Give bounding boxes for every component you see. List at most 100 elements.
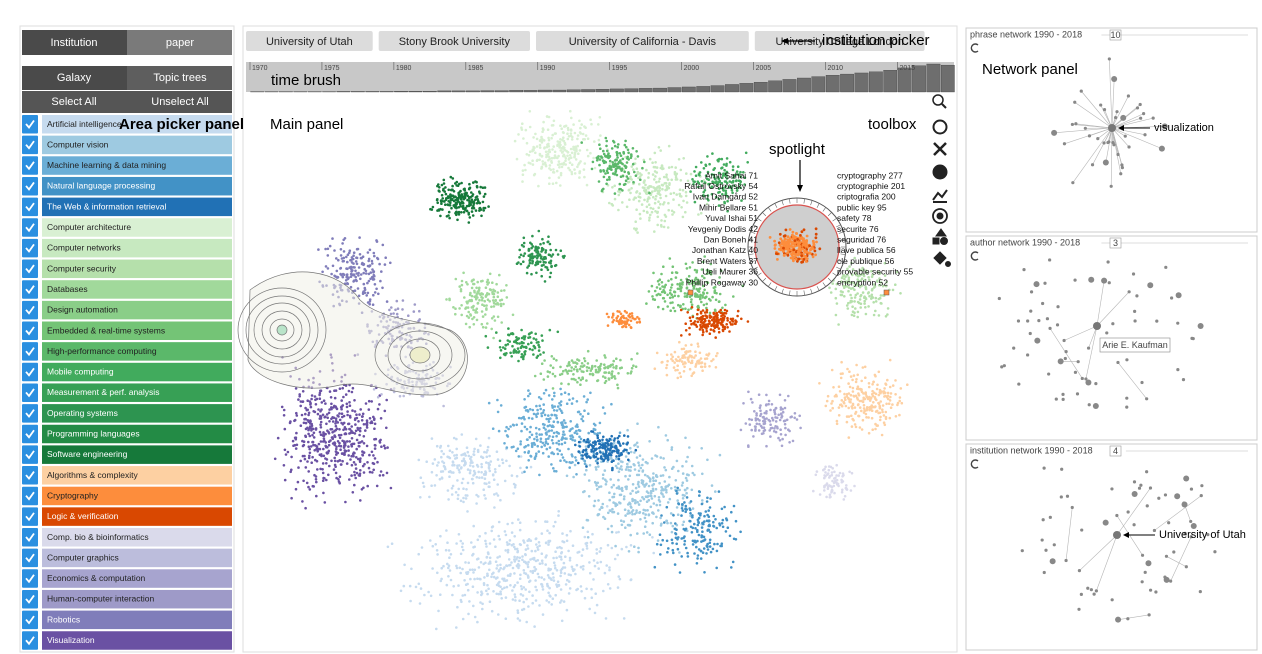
paper-dot xyxy=(697,306,700,309)
paper-dot xyxy=(556,420,560,424)
checkbox[interactable] xyxy=(22,218,38,237)
paper-dot xyxy=(438,186,441,189)
institution-button[interactable] xyxy=(246,31,373,51)
area-swatch[interactable] xyxy=(42,466,232,485)
paper-dot xyxy=(295,414,299,417)
paper-dot xyxy=(642,158,646,162)
paper-dot xyxy=(514,547,517,551)
institution-button[interactable] xyxy=(754,31,925,51)
area-swatch[interactable] xyxy=(42,176,232,196)
area-swatch[interactable] xyxy=(42,548,232,568)
checkbox[interactable] xyxy=(22,569,38,588)
paper-dot xyxy=(870,269,873,273)
area-swatch[interactable] xyxy=(42,528,232,547)
paper-dot xyxy=(850,425,854,428)
institution-button[interactable] xyxy=(378,31,530,51)
checkbox[interactable] xyxy=(22,156,38,175)
paper-dot xyxy=(636,170,640,174)
paper-dot xyxy=(425,460,429,464)
checkbox[interactable] xyxy=(22,197,38,217)
area-swatch[interactable] xyxy=(42,135,232,155)
toggle-button[interactable] xyxy=(127,66,232,90)
area-swatch[interactable] xyxy=(42,238,232,258)
checkbox[interactable] xyxy=(22,589,38,609)
area-swatch[interactable] xyxy=(42,156,232,175)
checkbox[interactable] xyxy=(22,610,38,630)
paper-dot xyxy=(606,583,610,586)
paper-dot xyxy=(552,467,555,470)
checkbox[interactable] xyxy=(22,466,38,485)
checkbox[interactable] xyxy=(22,300,38,320)
area-swatch[interactable] xyxy=(42,342,232,361)
checkbox[interactable] xyxy=(22,259,38,279)
paper-dot xyxy=(537,575,541,579)
checkbox[interactable] xyxy=(22,424,38,444)
toggle-button[interactable] xyxy=(22,30,127,55)
area-swatch[interactable] xyxy=(42,321,232,341)
checkbox[interactable] xyxy=(22,115,38,134)
paper-dot xyxy=(726,209,729,213)
paper-dot xyxy=(874,309,877,313)
area-swatch[interactable] xyxy=(42,589,232,609)
paper-dot xyxy=(321,471,325,475)
paper-dot xyxy=(368,453,371,457)
paper-dot xyxy=(560,165,564,169)
checkbox[interactable] xyxy=(22,548,38,568)
paper-dot xyxy=(483,450,486,454)
paper-dot xyxy=(732,504,736,508)
paper-dot xyxy=(488,469,492,473)
paper-dot xyxy=(334,422,337,425)
checkbox[interactable] xyxy=(22,486,38,506)
paper-dot xyxy=(710,359,713,363)
area-swatch[interactable] xyxy=(42,424,232,444)
area-swatch[interactable] xyxy=(42,569,232,588)
area-swatch[interactable] xyxy=(42,383,232,402)
checkbox[interactable] xyxy=(22,321,38,341)
checkbox[interactable] xyxy=(22,362,38,382)
area-swatch[interactable] xyxy=(42,300,232,320)
area-swatch[interactable] xyxy=(42,631,232,650)
institution-button[interactable] xyxy=(536,31,749,51)
paper-dot xyxy=(653,230,656,233)
paper-dot xyxy=(731,191,734,195)
select-button[interactable] xyxy=(22,91,127,113)
checkbox[interactable] xyxy=(22,135,38,155)
paper-dot xyxy=(636,155,640,158)
paper-dot xyxy=(472,282,475,286)
select-button[interactable] xyxy=(127,91,232,113)
toggle-button[interactable] xyxy=(127,30,232,55)
paper-dot xyxy=(660,225,663,228)
area-swatch[interactable] xyxy=(42,197,232,217)
checkbox[interactable] xyxy=(22,404,38,423)
checkbox[interactable] xyxy=(22,280,38,299)
area-swatch[interactable] xyxy=(42,259,232,279)
paper-dot xyxy=(860,428,864,431)
paper-dot xyxy=(886,378,889,382)
checkbox[interactable] xyxy=(22,342,38,361)
area-swatch[interactable] xyxy=(42,362,232,382)
area-swatch[interactable] xyxy=(42,218,232,237)
paper-dot xyxy=(715,566,718,570)
paper-dot xyxy=(401,308,404,311)
checkbox[interactable] xyxy=(22,631,38,650)
area-swatch[interactable] xyxy=(42,507,232,526)
area-swatch[interactable] xyxy=(42,610,232,630)
checkbox[interactable] xyxy=(22,528,38,547)
paper-dot xyxy=(696,278,700,282)
paper-dot xyxy=(633,170,636,174)
checkbox[interactable] xyxy=(22,383,38,402)
area-swatch[interactable] xyxy=(42,486,232,506)
paper-dot xyxy=(877,370,881,374)
checkbox[interactable] xyxy=(22,238,38,258)
toggle-button[interactable] xyxy=(22,66,127,90)
paper-dot xyxy=(654,197,657,201)
paper-dot xyxy=(454,277,458,281)
checkbox[interactable] xyxy=(22,176,38,196)
area-swatch[interactable] xyxy=(42,280,232,299)
paper-dot xyxy=(626,435,630,438)
area-swatch[interactable] xyxy=(42,404,232,423)
area-swatch[interactable] xyxy=(42,445,232,464)
checkbox[interactable] xyxy=(22,507,38,526)
area-swatch[interactable] xyxy=(42,115,232,134)
checkbox[interactable] xyxy=(22,445,38,464)
